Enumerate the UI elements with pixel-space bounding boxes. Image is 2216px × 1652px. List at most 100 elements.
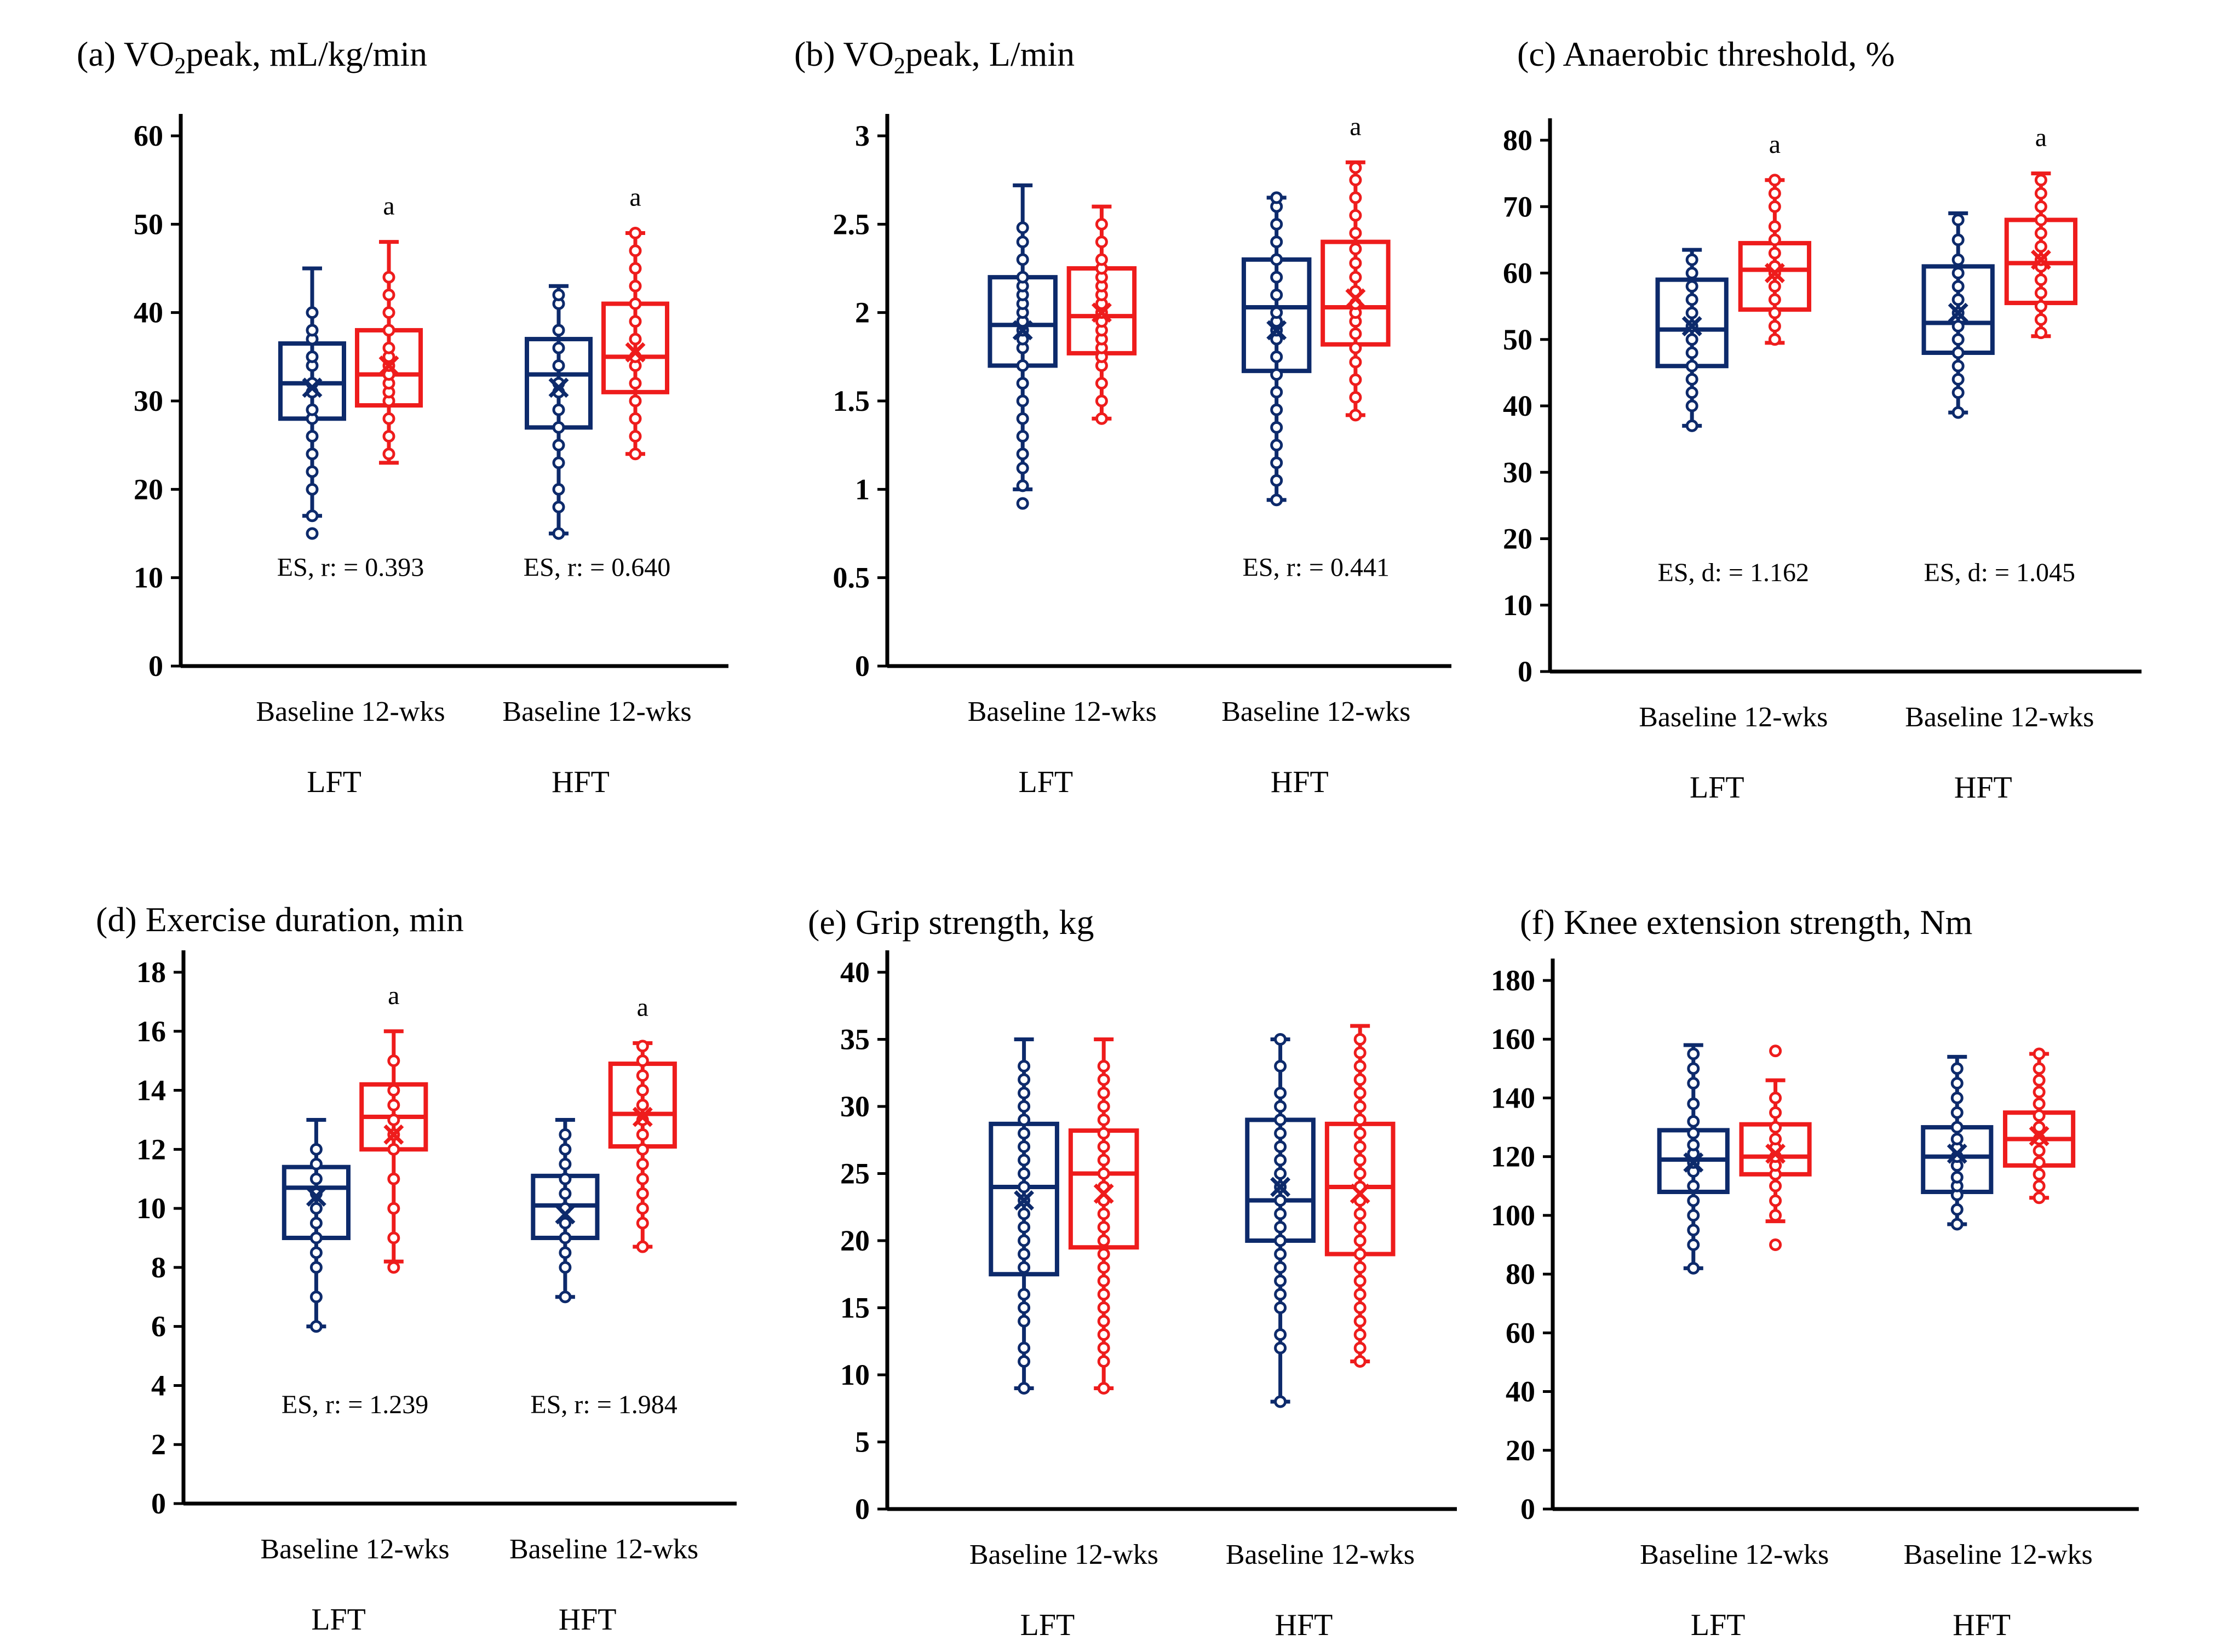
- data-point: [559, 1290, 572, 1304]
- data-point: [1097, 1261, 1110, 1274]
- data-point: [309, 1202, 323, 1215]
- data-point: [1950, 1203, 1964, 1216]
- data-point: [629, 377, 642, 390]
- data-point: [387, 1084, 400, 1097]
- mean-marker: [383, 1124, 404, 1145]
- data-point: [1768, 220, 1781, 233]
- group-label: LFT: [307, 765, 361, 799]
- y-tick-label: 70: [1503, 190, 1532, 223]
- mean-marker: [2029, 1126, 2049, 1146]
- data-point: [1274, 1194, 1287, 1207]
- y-tick-label: 2.5: [833, 208, 870, 240]
- y-tick-label: 0: [1518, 655, 1532, 688]
- data-point: [1349, 373, 1362, 386]
- y-tick-label: 12: [136, 1133, 166, 1166]
- data-point: [1687, 1062, 1700, 1075]
- data-point: [1950, 1077, 1964, 1090]
- data-point: [1353, 1167, 1367, 1180]
- data-point: [309, 1261, 323, 1274]
- data-point: [309, 1246, 323, 1259]
- data-point: [1685, 280, 1698, 293]
- y-tick-label: 40: [1506, 1375, 1535, 1408]
- data-point: [1274, 1060, 1287, 1072]
- data-point: [1687, 1077, 1700, 1090]
- data-point: [1768, 174, 1781, 187]
- group-label: LFT: [1019, 765, 1073, 799]
- data-point: [1687, 1097, 1700, 1110]
- followup-box: [1739, 1045, 1812, 1251]
- data-point: [1353, 1315, 1367, 1328]
- data-point: [1018, 1248, 1031, 1260]
- chart-title-text: (e) Grip strength, kg: [808, 903, 1094, 942]
- data-point: [382, 288, 395, 301]
- data-point: [1353, 1328, 1367, 1341]
- data-point: [1353, 1221, 1367, 1234]
- data-point: [1349, 161, 1362, 174]
- group-label: HFT: [559, 1603, 617, 1637]
- y-tick-label: 4: [151, 1369, 166, 1402]
- data-point: [387, 1099, 400, 1111]
- group-hft: a ES, r: = 0.441 Baseline 12-wks HFT: [1221, 112, 1410, 799]
- data-point: [1950, 1171, 1964, 1184]
- mean-marker: [555, 1204, 576, 1225]
- data-point: [552, 483, 565, 496]
- data-point: [1097, 1382, 1110, 1395]
- chart-panel-4: (d) Exercise duration, min 0 2 4 6 8 10 12 14 16 1…: [96, 900, 737, 1637]
- chart-panel-3: (c) Anaerobic threshold, % 0 10 20 30 40 50 60 7…: [1503, 35, 2142, 805]
- data-point: [1016, 430, 1029, 443]
- group-hft: a ES, r: = 1.984 Baseline 12-wks HFT: [509, 993, 698, 1637]
- y-tick-label: 6: [151, 1310, 166, 1343]
- data-point: [2033, 1109, 2046, 1122]
- data-point: [1095, 394, 1108, 408]
- data-point: [382, 271, 395, 284]
- data-point: [1687, 1179, 1700, 1192]
- data-point: [382, 341, 395, 354]
- data-point: [636, 1187, 649, 1200]
- data-point: [2033, 1144, 2046, 1157]
- data-point: [1270, 236, 1283, 249]
- y-tick-label: 30: [840, 1090, 870, 1123]
- data-point: [1095, 412, 1108, 425]
- group-label: HFT: [1953, 1608, 2011, 1642]
- data-point: [1769, 1194, 1782, 1207]
- data-point: [1353, 1140, 1367, 1153]
- data-point: [1768, 320, 1781, 332]
- data-point: [629, 315, 642, 328]
- data-point: [1270, 288, 1283, 301]
- data-point: [1016, 394, 1029, 408]
- group-lft: Baseline 12-wks LFT: [1640, 1043, 1829, 1642]
- followup-box: [608, 1040, 677, 1253]
- data-point: [629, 279, 642, 292]
- data-point: [552, 288, 565, 301]
- data-point: [1016, 497, 1029, 510]
- data-point: [1687, 1194, 1700, 1207]
- data-point: [1769, 1209, 1782, 1222]
- x-category-label: Baseline 12-wks: [256, 696, 445, 727]
- x-category-label: Baseline 12-wks: [509, 1534, 698, 1565]
- data-point: [382, 430, 395, 443]
- y-tick-label: 25: [840, 1157, 870, 1190]
- data-point: [559, 1172, 572, 1185]
- data-point: [1950, 1121, 1964, 1134]
- data-point: [387, 1143, 400, 1156]
- mean-marker: [306, 1186, 326, 1207]
- data-point: [1270, 306, 1283, 319]
- data-point: [387, 1113, 400, 1126]
- data-point: [1687, 1224, 1700, 1237]
- chart-panel-1: (a) VO2peak, mL/kg/min 0 10 20 30 40 50 60 a ES, …: [77, 35, 728, 799]
- data-point: [629, 332, 642, 346]
- chart-title: (c) Anaerobic threshold, %: [1517, 35, 1895, 73]
- data-point: [1349, 391, 1362, 404]
- data-point: [1768, 280, 1781, 293]
- data-point: [1097, 1154, 1110, 1167]
- data-point: [1097, 1301, 1110, 1314]
- baseline-box: [1245, 1033, 1316, 1408]
- data-point: [629, 394, 642, 408]
- data-point: [1353, 1154, 1367, 1167]
- data-point: [1687, 1209, 1700, 1222]
- baseline-box: [525, 284, 593, 540]
- data-point: [1016, 462, 1029, 475]
- data-point: [1950, 1133, 1964, 1145]
- followup-box: [1324, 1024, 1396, 1368]
- data-point: [1018, 1154, 1031, 1167]
